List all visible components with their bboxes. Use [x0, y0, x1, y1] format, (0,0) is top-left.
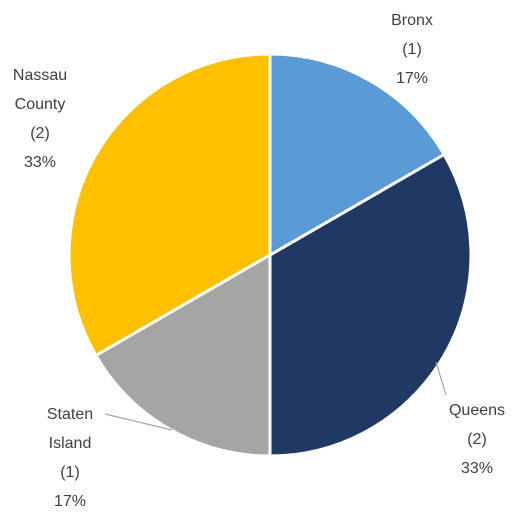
percent-label: 17%	[395, 70, 429, 87]
leader-line	[435, 361, 447, 396]
category-name: Queens	[448, 402, 506, 419]
pie-slice	[268, 52, 447, 258]
pie-slice	[67, 52, 272, 358]
data-label: Nassau County (2) 33%	[5, 61, 75, 177]
percent-label: 33%	[460, 460, 494, 477]
category-name: Staten Island	[46, 406, 94, 452]
data-label: Queens (2) 33%	[432, 396, 514, 483]
percent-label: 33%	[23, 154, 57, 171]
value-label: (2)	[30, 125, 50, 142]
category-name: Nassau County	[12, 67, 68, 113]
value-label: (1)	[402, 41, 422, 58]
value-label: (2)	[467, 431, 487, 448]
data-label: Bronx (1) 17%	[367, 6, 457, 93]
percent-label: 17%	[53, 493, 87, 510]
pie-slice	[268, 152, 473, 458]
value-label: (1)	[60, 464, 80, 481]
category-name: Bronx	[391, 12, 433, 29]
leader-line	[104, 413, 173, 431]
data-label: Staten Island (1) 17%	[35, 400, 105, 516]
